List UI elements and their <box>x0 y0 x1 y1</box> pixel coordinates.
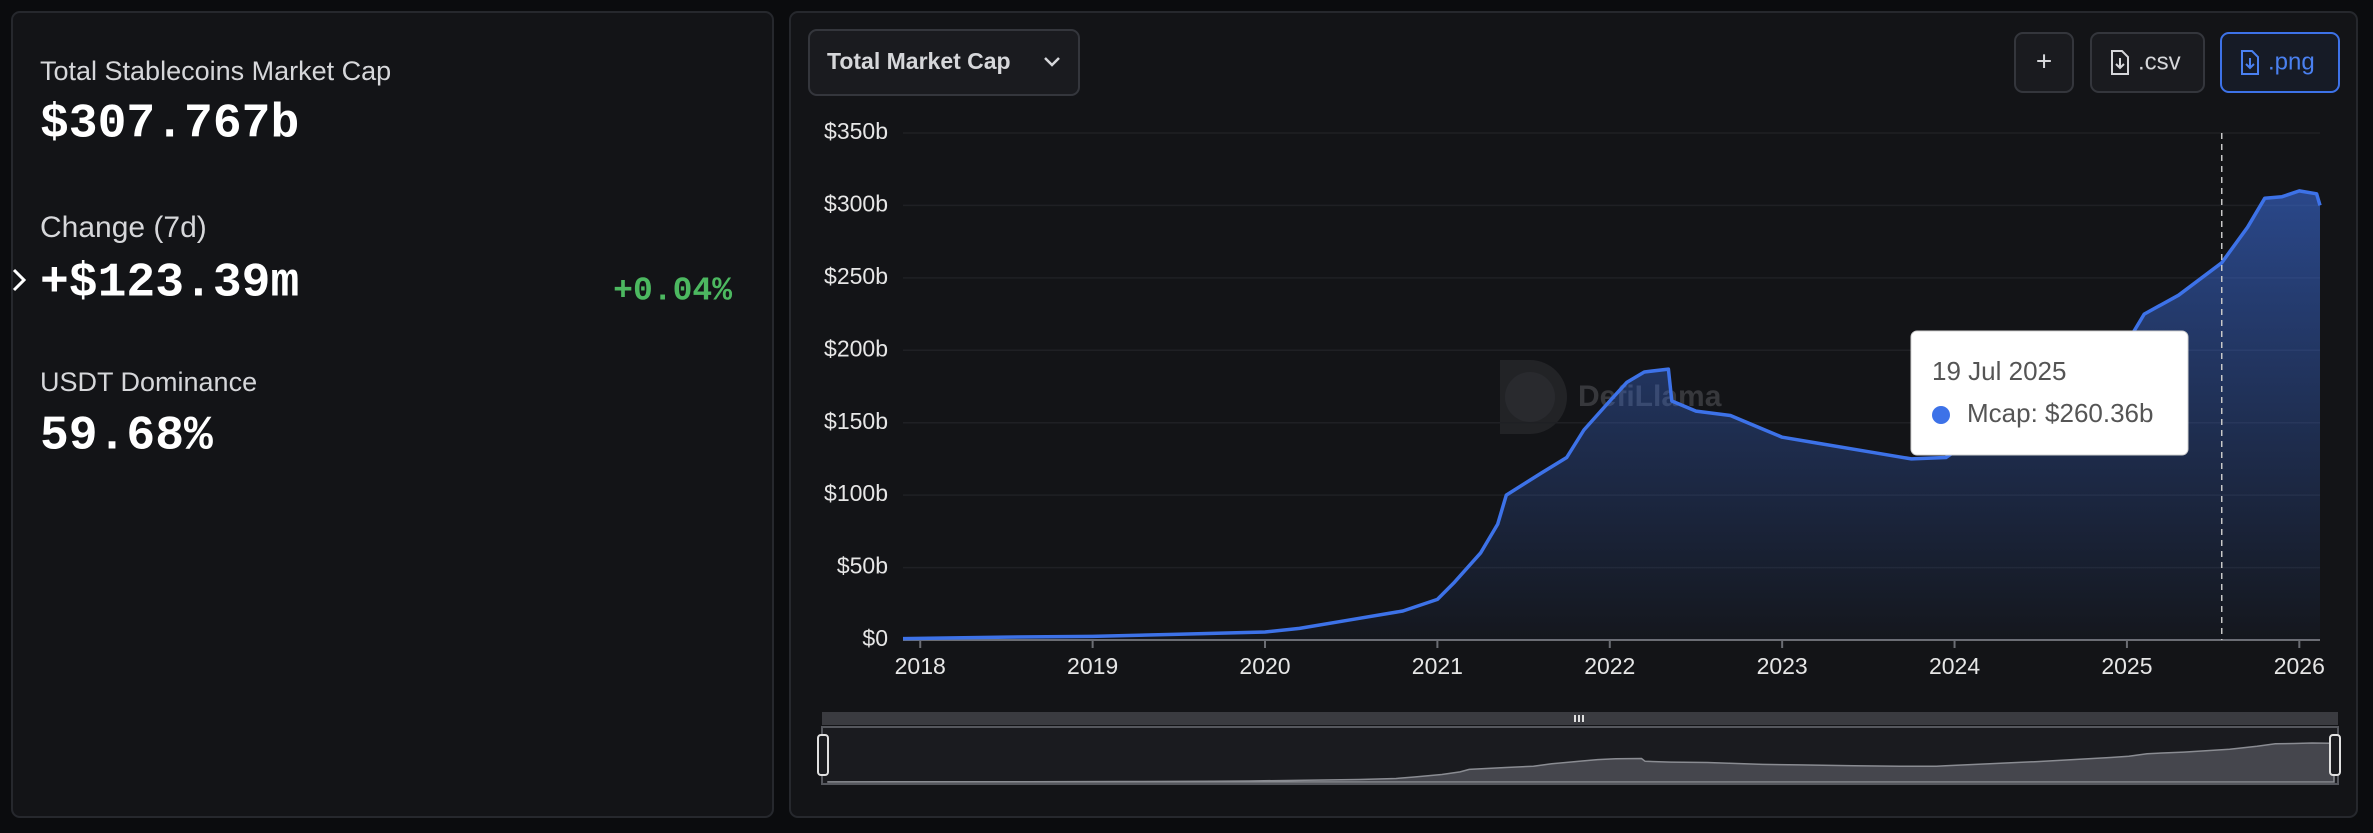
csv-button[interactable] <box>2090 32 2205 93</box>
area <box>903 190 2320 640</box>
scrollbar-grip[interactable] <box>1574 715 1584 722</box>
stat-label: Total Stablecoins Market Cap <box>40 56 391 86</box>
y-tick-label: $300b <box>824 191 888 217</box>
x-tick-label: 2022 <box>1584 653 1635 679</box>
x-tick-label: 2025 <box>2101 653 2152 679</box>
stats-panel <box>11 11 774 818</box>
tooltip-value: Mcap: $260.36b <box>1967 398 2153 428</box>
y-tick-label: $0 <box>862 625 888 651</box>
minimap-handle[interactable] <box>817 734 829 776</box>
stat-change-percent: +0.04% <box>613 273 732 310</box>
dropdown-label[interactable]: Total Market Cap <box>827 48 1011 74</box>
watermark-logo <box>1505 372 1555 422</box>
x-tick-label: 2026 <box>2274 653 2325 679</box>
plot: $0 $50b $100b $150b $200b $250b $300b $350b 2018… <box>824 118 2325 679</box>
minimap-area <box>827 742 2335 783</box>
x-tick-label: 2024 <box>1929 653 1980 679</box>
dropdown-arrow[interactable] <box>1044 57 1060 67</box>
stat-value: 59.68% <box>40 410 213 464</box>
csv-button-label[interactable]: .csv <box>2138 48 2181 75</box>
x-tick-label: 2021 <box>1412 653 1463 679</box>
add-button-label[interactable]: + <box>2036 45 2052 76</box>
y-tick-label: $50b <box>837 553 888 579</box>
y-tick-label: $250b <box>824 263 888 289</box>
line <box>902 189 2322 641</box>
stat-label: USDT Dominance <box>40 367 257 397</box>
x-tick-label: 2023 <box>1757 653 1808 679</box>
stat-value: +$123.39m <box>40 257 299 311</box>
x-tick-label: 2020 <box>1239 653 1290 679</box>
y-tick-label: $200b <box>824 335 888 361</box>
x-tick-label: 2019 <box>1067 653 1118 679</box>
minimap-handle[interactable] <box>2329 734 2341 776</box>
tooltip-dot <box>1932 406 1950 424</box>
tooltip-date: 19 Jul 2025 <box>1932 356 2066 386</box>
dropdown-box[interactable] <box>808 29 1080 96</box>
expand-chevron[interactable] <box>12 268 27 292</box>
add-button[interactable] <box>2014 32 2074 93</box>
stat-label: Change (7d) <box>40 211 207 244</box>
y-tick-label: $350b <box>824 118 888 144</box>
tooltip <box>1910 330 2189 456</box>
png-button-label[interactable]: .png <box>2268 48 2315 75</box>
minimap-series <box>827 742 2335 783</box>
x-tick-label: 2018 <box>895 653 946 679</box>
y-tick-label: $150b <box>824 408 888 434</box>
y-tick-label: $100b <box>824 480 888 506</box>
stat-value: $307.767b <box>40 98 299 152</box>
download-icon[interactable] <box>2111 50 2129 75</box>
dropdown[interactable]: Total Market Cap <box>808 29 1080 96</box>
png-button[interactable] <box>2220 32 2340 93</box>
download-icon[interactable] <box>2241 50 2259 75</box>
